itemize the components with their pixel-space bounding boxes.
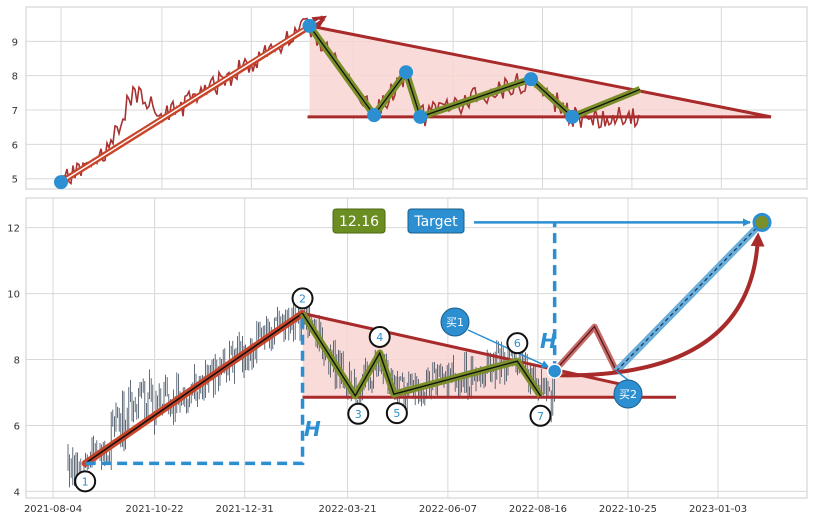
pivot-marker	[506, 332, 529, 355]
bottom-x-tick-label: 2022-03-21	[318, 504, 376, 515]
buy-point-1-dot	[546, 363, 563, 379]
top-pivot-dot	[413, 109, 428, 124]
buy-point-2-label: 买2	[619, 388, 637, 401]
target-value-text: 12.16	[339, 214, 379, 230]
bottom-x-tick-label: 2022-10-25	[599, 504, 657, 515]
target-path	[613, 219, 765, 374]
buy-point-1-circle	[440, 307, 470, 337]
height-marker-left: H	[304, 417, 321, 441]
bottom-x-tick-label: 2022-06-07	[419, 504, 477, 515]
target-value-badge	[332, 208, 386, 234]
pivot-label: 1	[82, 475, 89, 488]
bottom-y-tick-label: 8	[14, 356, 20, 367]
top-pivot-dot	[302, 18, 317, 33]
curved-target-arrow	[550, 232, 765, 378]
top-y-tick-label: 7	[12, 106, 18, 117]
pivot-label: 5	[393, 407, 400, 420]
top-trend-core	[60, 19, 320, 183]
pivot-label: 4	[376, 331, 383, 344]
bottom-zigzag-core	[301, 313, 542, 398]
bottom-y-tick-label: 4	[14, 487, 20, 498]
pivot-marker	[368, 325, 391, 348]
top-pivot-dot	[565, 109, 580, 124]
top-y-tick-label: 8	[12, 72, 18, 83]
top-pivot-dot	[367, 108, 382, 123]
top-y-tick-label: 9	[12, 37, 18, 48]
bottom-x-tick-label: 2021-08-04	[24, 504, 82, 515]
pivot-label: 7	[537, 410, 544, 423]
projection-path-core	[554, 325, 617, 372]
top-pivot-dot	[399, 65, 414, 80]
pivot-marker	[291, 287, 314, 310]
target-badge-text: Target	[413, 214, 458, 230]
bottom-y-tick-label: 12	[7, 224, 20, 235]
top-triangle-upper-edge	[309, 24, 772, 119]
bottom-trend-core	[84, 312, 303, 465]
top-y-axis: 5 6 7 8 9	[12, 37, 18, 185]
top-y-tick-label: 5	[12, 175, 18, 186]
buy-point-2-circle	[613, 379, 643, 409]
height-dashed-left	[85, 313, 305, 466]
pivot-marker	[74, 470, 97, 493]
top-pivot-dot	[524, 72, 539, 87]
bottom-x-tick-label: 2022-08-16	[509, 504, 567, 515]
pivot-marker	[529, 404, 552, 427]
bottom-overlay: 1 2 3 4 5 6 7	[74, 212, 772, 493]
bottom-x-tick-label: 2023-01-03	[689, 504, 747, 515]
top-y-tick-label: 6	[12, 140, 18, 151]
bottom-y-tick-label: 6	[14, 421, 20, 432]
buy-point-2-connector	[615, 370, 629, 381]
bottom-y-tick-label: 10	[7, 290, 20, 301]
bottom-x-tick-label: 2021-12-31	[216, 504, 274, 515]
pivot-label: 2	[299, 292, 306, 305]
pivot-marker	[385, 402, 408, 425]
pivot-label: 6	[514, 337, 521, 350]
bottom-y-axis: 4 6 8 10 12	[7, 224, 20, 499]
bottom-x-tick-label: 2021-10-22	[126, 504, 184, 515]
pivot-marker	[347, 402, 370, 425]
top-pivot-dot	[54, 175, 68, 190]
target-dot	[752, 212, 772, 232]
buy-point-1: 买1	[440, 307, 470, 337]
top-panel: 5 6 7 8 9	[12, 6, 808, 190]
target-badge	[407, 208, 465, 234]
bottom-x-axis: 2021-08-04 2021-10-22 2021-12-31 2022-03-21…	[24, 504, 747, 515]
buy-point-1-label: 买1	[446, 316, 464, 329]
buy-point-2: 买2	[613, 379, 643, 409]
pivot-label: 3	[355, 408, 362, 421]
top-overlay	[54, 15, 772, 190]
height-marker-right: H	[540, 329, 557, 353]
